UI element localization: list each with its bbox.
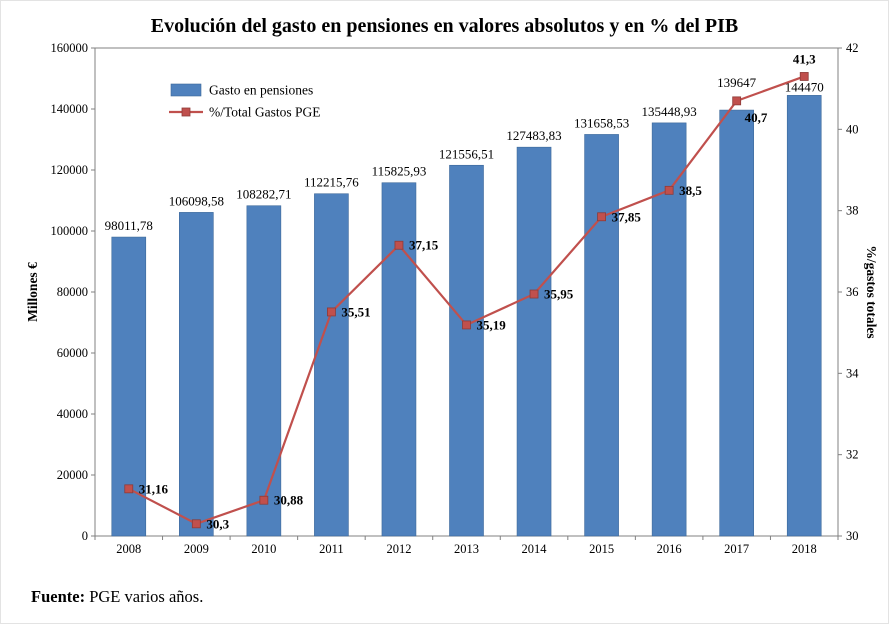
bar-value-label: 106098,58 bbox=[169, 193, 224, 208]
line-value-label: 41,3 bbox=[793, 51, 816, 66]
bar-2017 bbox=[719, 109, 754, 537]
pension-combo-chart: 0 20000 40000 60000 80000 100000 120000 140000 1… bbox=[25, 41, 879, 556]
line-value-label: 30,3 bbox=[206, 516, 229, 531]
line-marker-2011 bbox=[327, 307, 336, 317]
source-label: Fuente: bbox=[31, 587, 86, 606]
right-axis-title: %/gastos totales bbox=[864, 245, 879, 338]
bar-value-label: 135448,93 bbox=[642, 104, 697, 119]
chart-title: Evolución del gasto en pensiones en valo… bbox=[150, 15, 739, 37]
x-axis-category-label: 2014 bbox=[522, 542, 548, 556]
bar-value-label: 131658,53 bbox=[574, 115, 629, 130]
line-marker-2018 bbox=[799, 72, 809, 81]
line-marker-2009 bbox=[191, 519, 201, 529]
left-axis-tick-label: 40000 bbox=[57, 407, 88, 421]
line-marker-2016 bbox=[664, 185, 674, 195]
line-marker-2012 bbox=[394, 240, 404, 250]
line-value-label: 38,5 bbox=[679, 183, 702, 198]
right-axis-tick-label: 40 bbox=[846, 122, 859, 136]
bar-value-label: 98011,78 bbox=[105, 218, 153, 233]
left-axis-tick-label: 0 bbox=[82, 529, 88, 543]
line-value-label: 30,88 bbox=[274, 493, 304, 508]
x-axis-category-label: 2011 bbox=[319, 542, 344, 556]
bar-value-label: 121556,51 bbox=[439, 146, 494, 161]
right-axis-tick-label: 32 bbox=[846, 448, 859, 462]
left-axis-tick-label: 20000 bbox=[57, 468, 88, 482]
legend-label-bar: Gasto en pensiones bbox=[209, 83, 313, 98]
line-marker-2014 bbox=[529, 289, 539, 299]
x-axis-category-label: 2017 bbox=[724, 542, 749, 556]
right-axis-tick-label: 30 bbox=[846, 529, 859, 543]
left-axis-title: Millones € bbox=[25, 262, 40, 322]
line-value-label: 37,15 bbox=[409, 238, 439, 253]
bar-value-label: 112215,76 bbox=[304, 175, 359, 190]
bar-value-label: 108282,71 bbox=[236, 187, 291, 202]
bar-2010 bbox=[246, 205, 282, 537]
bar-value-label: 115825,93 bbox=[372, 164, 427, 179]
left-axis-tick-label: 60000 bbox=[57, 346, 88, 360]
left-axis-tick-label: 80000 bbox=[57, 285, 88, 299]
bar-2011 bbox=[314, 193, 349, 537]
bar-2012 bbox=[381, 182, 417, 537]
x-axis-category-label: 2012 bbox=[386, 542, 411, 556]
line-value-label: 35,95 bbox=[544, 287, 574, 302]
bar-2015 bbox=[584, 134, 619, 537]
legend: Gasto en pensiones %/Total Gastos PGE bbox=[169, 83, 321, 120]
x-axis-category-label: 2013 bbox=[454, 542, 479, 556]
bar-value-label: 139647 bbox=[717, 75, 757, 90]
x-axis-category-label: 2010 bbox=[251, 542, 276, 556]
left-axis-tick-label: 100000 bbox=[51, 224, 89, 238]
x-axis-category-label: 2009 bbox=[184, 542, 209, 556]
bar-value-label: 144470 bbox=[785, 79, 824, 94]
left-axis-tick-label: 160000 bbox=[51, 41, 89, 55]
line-value-label: 35,51 bbox=[341, 304, 370, 319]
line-marker-2017 bbox=[732, 96, 742, 106]
legend-swatch-line-marker bbox=[181, 107, 191, 117]
bar-2009 bbox=[179, 212, 214, 537]
x-axis-category-label: 2008 bbox=[116, 542, 141, 556]
left-axis-tick-label: 120000 bbox=[51, 163, 89, 177]
line-marker-2013 bbox=[462, 320, 471, 330]
bar-2013 bbox=[449, 164, 484, 537]
line-value-label: 35,19 bbox=[477, 317, 507, 332]
line-value-label: 40,7 bbox=[745, 110, 768, 125]
line-value-label: 31,16 bbox=[139, 481, 169, 496]
source-text: PGE varios años. bbox=[89, 587, 204, 606]
legend-swatch-bar bbox=[170, 83, 202, 97]
bar-2018 bbox=[786, 95, 822, 537]
left-axis-tick-label: 140000 bbox=[51, 102, 89, 116]
legend-label-line: %/Total Gastos PGE bbox=[209, 105, 321, 120]
line-marker-2015 bbox=[597, 212, 606, 222]
x-axis-category-label: 2018 bbox=[792, 542, 817, 556]
line-marker-2010 bbox=[259, 495, 269, 505]
right-axis-tick-label: 38 bbox=[846, 204, 859, 218]
x-axis-category-label: 2016 bbox=[657, 542, 682, 556]
right-axis-tick-label: 42 bbox=[846, 41, 859, 55]
right-axis-tick-label: 36 bbox=[846, 285, 859, 299]
bar-2014 bbox=[516, 146, 552, 537]
x-axis-category-label: 2015 bbox=[589, 542, 614, 556]
source-note: Fuente: PGE varios años. bbox=[31, 587, 203, 607]
bar-value-label: 127483,83 bbox=[506, 128, 561, 143]
line-marker-2008 bbox=[124, 484, 134, 494]
right-axis-tick-label: 34 bbox=[846, 366, 859, 380]
line-value-label: 37,85 bbox=[612, 209, 642, 224]
